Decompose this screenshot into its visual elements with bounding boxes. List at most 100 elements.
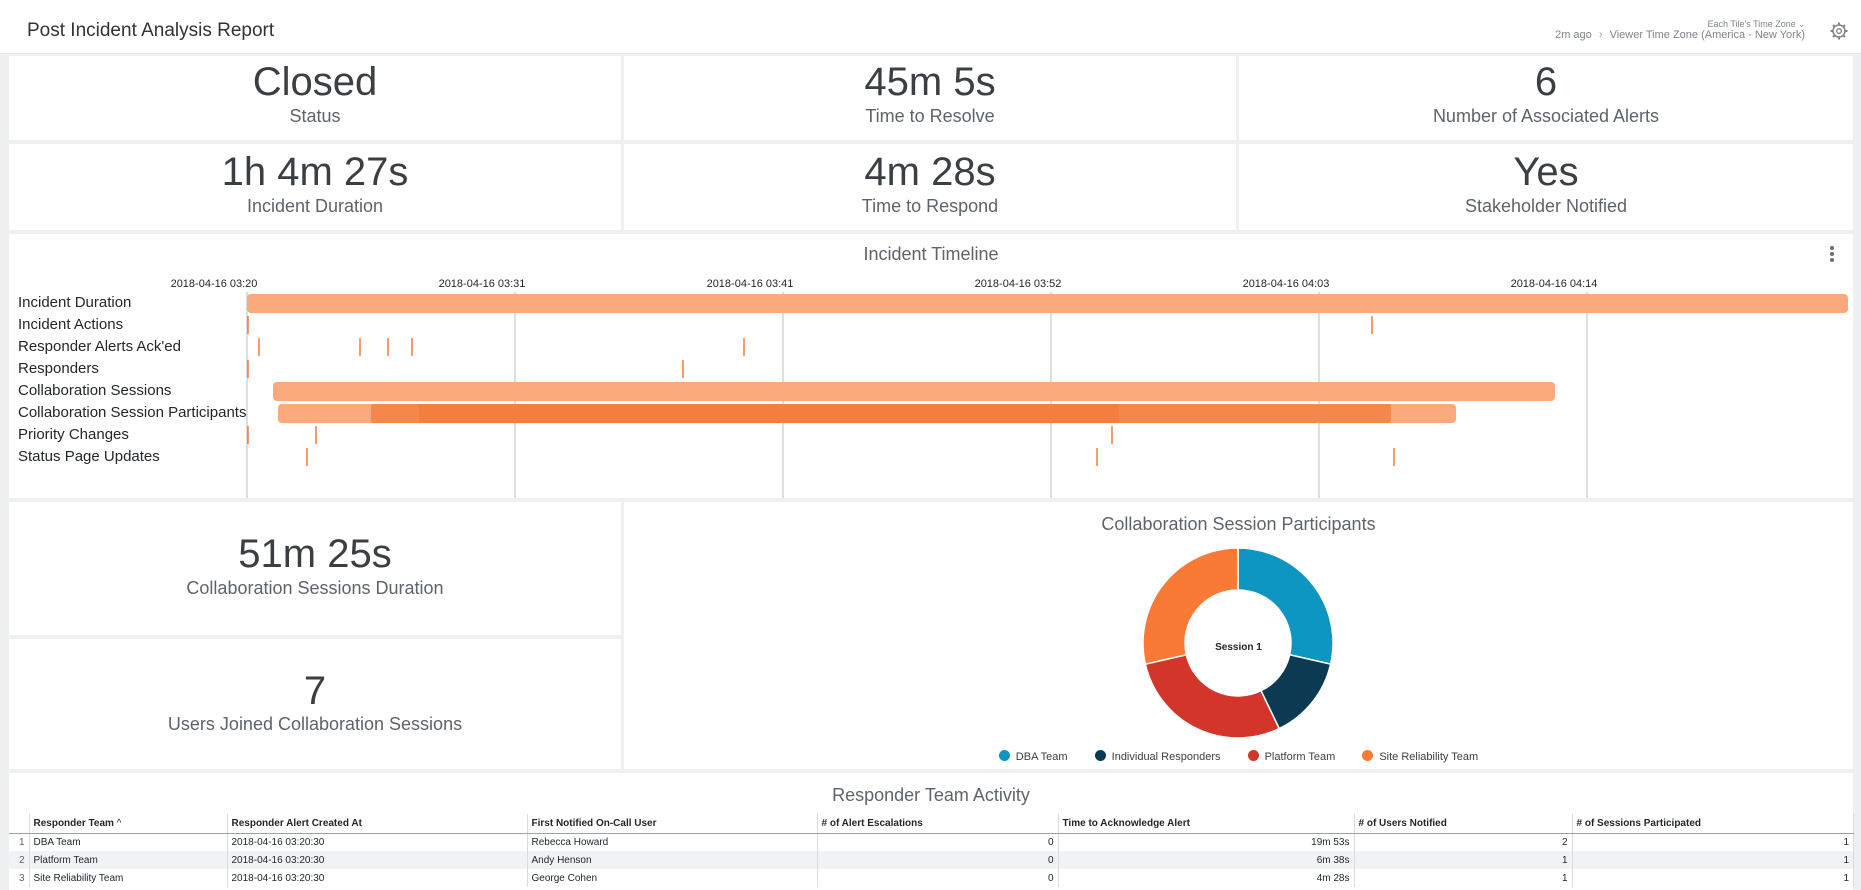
participants-overlap-bar — [419, 404, 1119, 423]
timeline-tick: 2018-04-16 03:41 — [706, 278, 794, 290]
donut-slice[interactable] — [1144, 653, 1281, 739]
incident-duration-label: Incident Duration — [246, 196, 384, 216]
cell-time-to-ack: 4m 28s — [1058, 869, 1355, 887]
stakeholder-notified-value: Yes — [1513, 150, 1579, 194]
incident-timeline-title: Incident Timeline — [863, 244, 999, 264]
status-label: Status — [289, 106, 341, 126]
associated-alerts-value: 6 — [1534, 60, 1558, 104]
legend-item-sre[interactable]: Site Reliability Team — [1362, 750, 1478, 763]
cell-first-notified: Andy Henson — [527, 851, 818, 869]
timeline-row-label: Responder Alerts Ack'ed — [18, 338, 181, 355]
collab-duration-tile[interactable]: 51m 25s Collaboration Sessions Duration — [9, 502, 621, 635]
sort-ascending-icon[interactable]: ^ — [116, 817, 122, 829]
cell-created-at: 2018-04-16 03:20:30 — [227, 869, 528, 887]
cell-created-at: 2018-04-16 03:20:30 — [227, 833, 528, 851]
timeline-row-label: Status Page Updates — [18, 448, 160, 465]
cell-users-notified: 2 — [1354, 833, 1573, 851]
time-zone-selector[interactable]: 2m ago › Viewer Time Zone (America - New… — [1555, 29, 1805, 41]
separator-icon: › — [1598, 29, 1603, 41]
legend-dot-icon — [1247, 750, 1259, 761]
column-header-label: Responder Team — [33, 817, 114, 829]
timeline-tick: 2018-04-16 03:52 — [974, 278, 1062, 290]
legend-label: Site Reliability Team — [1379, 751, 1479, 763]
donut-chart[interactable] — [624, 502, 1853, 769]
cell-time-to-ack: 6m 38s — [1058, 851, 1355, 869]
row-index: 3 — [9, 869, 30, 887]
donut-slice[interactable] — [1142, 547, 1239, 666]
timeline-row-label: Priority Changes — [18, 426, 129, 443]
legend-dot-icon — [1362, 750, 1374, 761]
table-row[interactable]: 2 Platform Team 2018-04-16 03:20:30 Andy… — [9, 851, 1854, 869]
time-to-respond-value: 4m 28s — [864, 150, 996, 194]
time-to-respond-label: Time to Respond — [861, 196, 999, 216]
column-header[interactable]: # of Sessions Participated — [1572, 814, 1854, 834]
table-header-row: Responder Team ^ Responder Alert Created… — [9, 814, 1854, 834]
collab-participants-panel[interactable]: Collaboration Session Participants Sessi… — [624, 502, 1853, 769]
cell-escalations: 0 — [817, 833, 1059, 851]
incident-duration-bar — [247, 294, 1848, 313]
legend-label: DBA Team — [1015, 751, 1068, 763]
timeline-tick: 2018-04-16 03:20 — [170, 278, 258, 290]
cell-sessions: 1 — [1572, 851, 1854, 869]
users-joined-label: Users Joined Collaboration Sessions — [167, 714, 463, 734]
legend-item-individual[interactable]: Individual Responders — [1094, 750, 1221, 763]
timeline-tick: 2018-04-16 03:31 — [438, 278, 526, 290]
collab-participants-title: Collaboration Session Participants — [1101, 514, 1376, 534]
legend-dot-icon — [998, 750, 1010, 761]
cell-sessions: 1 — [1572, 833, 1854, 851]
time-zone-caption[interactable]: Each Tile's Time Zone ⌄ — [1708, 19, 1805, 29]
incident-duration-tile[interactable]: 1h 4m 27s Incident Duration — [9, 144, 621, 230]
row-index: 1 — [9, 833, 30, 851]
timeline-row-label: Incident Actions — [18, 316, 124, 333]
responder-team-title: Responder Team Activity — [832, 785, 1030, 805]
responder-team-table: Responder Team ^ Responder Alert Created… — [9, 814, 1854, 887]
timeline-chart[interactable] — [9, 234, 1853, 498]
legend-label: Individual Responders — [1111, 751, 1221, 763]
associated-alerts-tile[interactable]: 6 Number of Associated Alerts — [1239, 56, 1853, 140]
time-zone-caption-text: Each Tile's Time Zone — [1707, 19, 1796, 29]
incident-timeline-panel[interactable]: Incident Timeline 2018-04-16 03:20 2018-… — [9, 234, 1853, 498]
column-header[interactable]: # of Users Notified — [1354, 814, 1573, 834]
time-to-resolve-value: 45m 5s — [864, 60, 996, 104]
time-to-respond-tile[interactable]: 4m 28s Time to Respond — [624, 144, 1236, 230]
cell-team: Platform Team — [29, 851, 228, 869]
cell-first-notified: George Cohen — [527, 869, 818, 887]
cell-team: Site Reliability Team — [29, 869, 228, 887]
timeline-row-label: Responders — [18, 360, 99, 377]
column-header[interactable]: First Notified On-Call User — [527, 814, 818, 834]
legend-item-platform[interactable]: Platform Team — [1247, 750, 1335, 763]
legend-item-dba[interactable]: DBA Team — [998, 750, 1068, 763]
column-header[interactable]: Responder Team ^ — [29, 814, 228, 834]
cell-time-to-ack: 19m 53s — [1058, 833, 1355, 851]
last-updated: 2m ago — [1555, 29, 1592, 41]
cell-users-notified: 1 — [1354, 869, 1573, 887]
users-joined-tile[interactable]: 7 Users Joined Collaboration Sessions — [9, 639, 621, 769]
donut-slice[interactable] — [1237, 547, 1334, 666]
cell-team: DBA Team — [29, 833, 228, 851]
cell-sessions: 1 — [1572, 869, 1854, 887]
gear-icon[interactable] — [1829, 21, 1849, 41]
page-title: Post Incident Analysis Report — [27, 20, 275, 41]
more-options-icon[interactable] — [1829, 246, 1835, 264]
associated-alerts-label: Number of Associated Alerts — [1432, 106, 1660, 126]
timeline-tick: 2018-04-16 04:03 — [1242, 278, 1330, 290]
stakeholder-notified-tile[interactable]: Yes Stakeholder Notified — [1239, 144, 1853, 230]
cell-escalations: 0 — [817, 851, 1059, 869]
users-joined-value: 7 — [303, 669, 327, 713]
column-header[interactable]: # of Alert Escalations — [817, 814, 1059, 834]
column-header[interactable]: Responder Alert Created At — [227, 814, 528, 834]
cell-first-notified: Rebecca Howard — [527, 833, 818, 851]
incident-duration-value: 1h 4m 27s — [221, 150, 409, 194]
table-row[interactable]: 3 Site Reliability Team 2018-04-16 03:20… — [9, 869, 1854, 887]
donut-legend: DBA Team Individual Responders Platform … — [624, 750, 1853, 763]
status-tile[interactable]: Closed Status — [9, 56, 621, 140]
time-to-resolve-tile[interactable]: 45m 5s Time to Resolve — [624, 56, 1236, 140]
timeline-row-label: Collaboration Sessions — [18, 382, 172, 399]
column-header[interactable]: Time to Acknowledge Alert — [1058, 814, 1355, 834]
table-row[interactable]: 1 DBA Team 2018-04-16 03:20:30 Rebecca H… — [9, 833, 1854, 851]
row-index: 2 — [9, 851, 30, 869]
timeline-row-label: Collaboration Session Participants — [18, 404, 247, 421]
chevron-down-icon: ⌄ — [1798, 20, 1805, 29]
collab-duration-label: Collaboration Sessions Duration — [186, 578, 444, 598]
donut-center-label: Session 1 — [1215, 642, 1262, 653]
